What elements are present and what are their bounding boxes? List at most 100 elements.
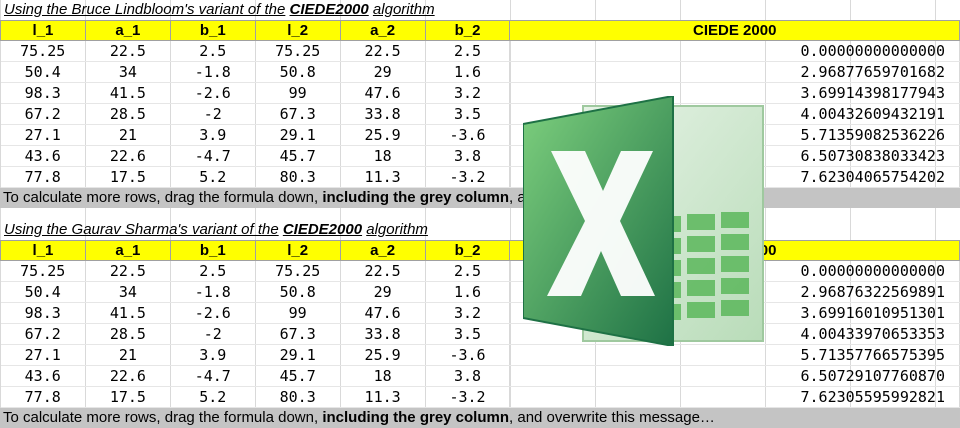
input-cell[interactable]: 29.1 (255, 124, 341, 146)
input-cell[interactable]: 99 (255, 82, 341, 104)
input-cell[interactable]: 2.5 (425, 260, 511, 282)
input-cell[interactable]: 50.4 (0, 61, 86, 83)
input-cell[interactable]: 75.25 (255, 40, 341, 62)
input-cell[interactable]: 18 (340, 365, 426, 387)
input-cell[interactable]: 28.5 (85, 103, 171, 125)
input-cell[interactable]: 3.8 (425, 365, 511, 387)
input-cell[interactable]: 75.25 (0, 260, 86, 282)
input-cell[interactable]: 47.6 (340, 302, 426, 324)
input-cell[interactable]: 67.3 (255, 103, 341, 125)
input-cell[interactable]: -3.2 (425, 166, 511, 188)
input-cell[interactable]: 43.6 (0, 145, 86, 167)
ciede-result-cell[interactable]: 6.50729107760870 (509, 365, 960, 387)
input-cell[interactable]: 21 (85, 344, 171, 366)
input-cell[interactable]: 29 (340, 281, 426, 303)
input-cell[interactable]: 5.2 (170, 166, 256, 188)
ciede-result-cell[interactable]: 0.00000000000000 (509, 40, 960, 62)
input-cell[interactable]: 43.6 (0, 365, 86, 387)
input-cell[interactable]: 28.5 (85, 323, 171, 345)
input-cell[interactable]: 22.5 (340, 260, 426, 282)
input-cell[interactable]: 1.6 (425, 61, 511, 83)
input-cell[interactable]: 2.5 (425, 40, 511, 62)
ciede-result-cell[interactable]: 7.62305595992821 (509, 386, 960, 408)
input-cell[interactable]: -2 (170, 323, 256, 345)
input-cell[interactable]: 25.9 (340, 124, 426, 146)
input-cell[interactable]: 34 (85, 281, 171, 303)
input-cell[interactable]: 80.3 (255, 166, 341, 188)
input-cell[interactable]: 22.6 (85, 365, 171, 387)
input-cell[interactable]: 77.8 (0, 166, 86, 188)
instruction-message[interactable]: To calculate more rows, drag the formula… (0, 408, 960, 428)
input-cell[interactable]: 34 (85, 61, 171, 83)
column-header[interactable]: a_2 (339, 20, 426, 41)
column-header[interactable]: b_1 (169, 240, 256, 261)
column-header[interactable]: b_2 (424, 20, 511, 41)
column-header[interactable]: l_2 (254, 240, 341, 261)
input-cell[interactable]: 3.5 (425, 323, 511, 345)
input-cell[interactable]: 1.6 (425, 281, 511, 303)
column-header[interactable]: CIEDE 2000 (509, 20, 960, 41)
input-cell[interactable]: 22.5 (85, 40, 171, 62)
input-cell[interactable]: 3.8 (425, 145, 511, 167)
input-cell[interactable]: 47.6 (340, 82, 426, 104)
input-cell[interactable]: -2 (170, 103, 256, 125)
input-cell[interactable]: 21 (85, 124, 171, 146)
input-cell[interactable]: 5.2 (170, 386, 256, 408)
input-cell[interactable]: 3.2 (425, 302, 511, 324)
input-cell[interactable]: 18 (340, 145, 426, 167)
column-header[interactable]: l_2 (254, 20, 341, 41)
input-cell[interactable]: -4.7 (170, 145, 256, 167)
input-cell[interactable]: -1.8 (170, 61, 256, 83)
input-cell[interactable]: 98.3 (0, 82, 86, 104)
input-cell[interactable]: 33.8 (340, 103, 426, 125)
input-cell[interactable]: -2.6 (170, 302, 256, 324)
ciede-result-cell[interactable]: 5.71357766575395 (509, 344, 960, 366)
input-cell[interactable]: 2.5 (170, 260, 256, 282)
input-cell[interactable]: 17.5 (85, 166, 171, 188)
input-cell[interactable]: 45.7 (255, 145, 341, 167)
column-header[interactable]: a_1 (84, 20, 171, 41)
input-cell[interactable]: 29.1 (255, 344, 341, 366)
input-cell[interactable]: 45.7 (255, 365, 341, 387)
input-cell[interactable]: -3.6 (425, 344, 511, 366)
input-cell[interactable]: 3.5 (425, 103, 511, 125)
input-cell[interactable]: 50.8 (255, 281, 341, 303)
column-header[interactable]: b_2 (424, 240, 511, 261)
input-cell[interactable]: 67.2 (0, 103, 86, 125)
instruction-message[interactable]: To calculate more rows, drag the formula… (0, 188, 960, 208)
column-header[interactable]: l_1 (0, 20, 86, 41)
input-cell[interactable]: -2.6 (170, 82, 256, 104)
input-cell[interactable]: 22.6 (85, 145, 171, 167)
input-cell[interactable]: 75.25 (0, 40, 86, 62)
input-cell[interactable]: 41.5 (85, 302, 171, 324)
input-cell[interactable]: 99 (255, 302, 341, 324)
column-header[interactable]: a_2 (339, 240, 426, 261)
input-cell[interactable]: 25.9 (340, 344, 426, 366)
input-cell[interactable]: 75.25 (255, 260, 341, 282)
input-cell[interactable]: 41.5 (85, 82, 171, 104)
input-cell[interactable]: 2.5 (170, 40, 256, 62)
input-cell[interactable]: 22.5 (340, 40, 426, 62)
input-cell[interactable]: 50.4 (0, 281, 86, 303)
input-cell[interactable]: 77.8 (0, 386, 86, 408)
input-cell[interactable]: -4.7 (170, 365, 256, 387)
input-cell[interactable]: 29 (340, 61, 426, 83)
input-cell[interactable]: 50.8 (255, 61, 341, 83)
input-cell[interactable]: 80.3 (255, 386, 341, 408)
input-cell[interactable]: 98.3 (0, 302, 86, 324)
input-cell[interactable]: 22.5 (85, 260, 171, 282)
input-cell[interactable]: 27.1 (0, 124, 86, 146)
input-cell[interactable]: -3.6 (425, 124, 511, 146)
input-cell[interactable]: 67.3 (255, 323, 341, 345)
column-header[interactable]: a_1 (84, 240, 171, 261)
input-cell[interactable]: 3.9 (170, 344, 256, 366)
input-cell[interactable]: 3.2 (425, 82, 511, 104)
input-cell[interactable]: -3.2 (425, 386, 511, 408)
input-cell[interactable]: 11.3 (340, 166, 426, 188)
input-cell[interactable]: 11.3 (340, 386, 426, 408)
input-cell[interactable]: -1.8 (170, 281, 256, 303)
input-cell[interactable]: 67.2 (0, 323, 86, 345)
input-cell[interactable]: 27.1 (0, 344, 86, 366)
ciede-result-cell[interactable]: 2.96877659701682 (509, 61, 960, 83)
input-cell[interactable]: 3.9 (170, 124, 256, 146)
